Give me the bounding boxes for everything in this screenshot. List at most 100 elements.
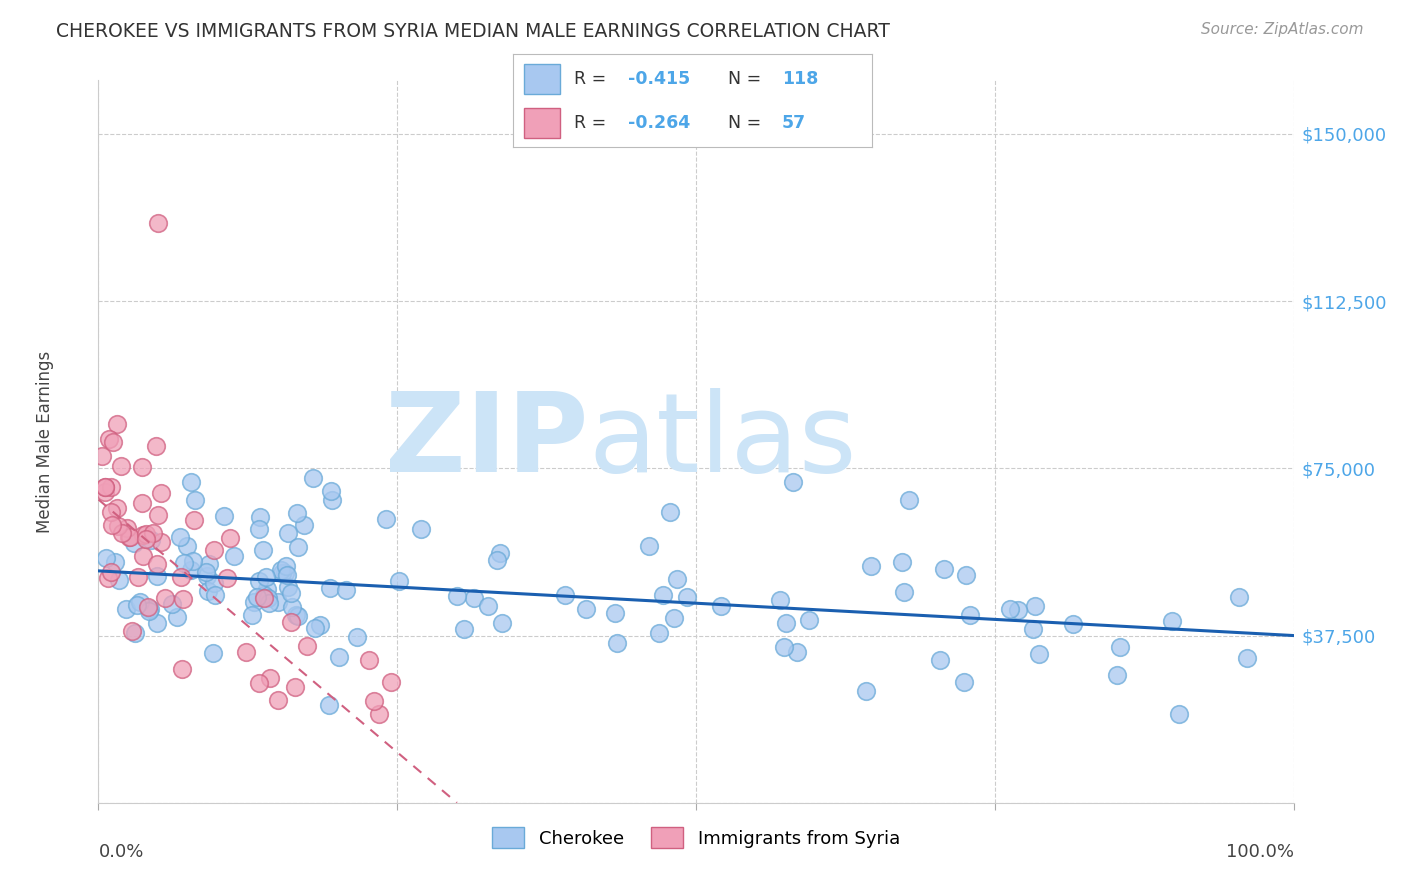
Text: N =: N = <box>728 114 762 132</box>
Point <box>374 512 396 526</box>
Point <box>104 555 127 569</box>
Point <box>1236 651 1258 665</box>
Point <box>222 549 245 563</box>
Point <box>218 531 240 545</box>
Point <box>304 621 326 635</box>
Point <box>284 680 307 694</box>
Point <box>773 640 796 655</box>
Point <box>135 526 157 541</box>
Point <box>146 616 169 631</box>
Point <box>797 613 820 627</box>
Point <box>782 475 804 489</box>
Point <box>105 417 128 431</box>
Point <box>934 562 956 576</box>
Point <box>197 583 219 598</box>
Point <box>309 618 332 632</box>
Point <box>240 608 263 623</box>
Point <box>131 528 153 542</box>
Point <box>135 532 157 546</box>
Point <box>146 508 169 523</box>
Point <box>491 616 513 631</box>
Point <box>118 531 141 545</box>
Point <box>108 573 131 587</box>
Point <box>666 572 689 586</box>
Point <box>94 550 117 565</box>
Point <box>898 492 921 507</box>
Point <box>243 595 266 609</box>
Point <box>270 563 292 577</box>
Point <box>111 525 134 540</box>
Point <box>172 591 194 606</box>
Point <box>160 597 183 611</box>
Text: R =: R = <box>574 70 606 87</box>
Point <box>860 559 883 574</box>
Point <box>124 625 146 640</box>
Point <box>1022 623 1045 637</box>
Point <box>285 506 308 520</box>
Point <box>359 653 381 667</box>
Point <box>606 635 628 649</box>
Point <box>287 540 309 554</box>
Text: N =: N = <box>728 70 762 87</box>
Point <box>1109 640 1132 655</box>
Point <box>100 565 122 579</box>
Point <box>648 625 671 640</box>
Point <box>775 615 797 630</box>
Point <box>180 475 202 489</box>
Point <box>952 675 974 690</box>
Point <box>107 518 129 533</box>
Point <box>100 480 122 494</box>
Point <box>287 609 309 624</box>
Point <box>1062 616 1084 631</box>
Point <box>93 480 115 494</box>
Point <box>235 645 257 659</box>
Point <box>252 542 274 557</box>
Point <box>276 568 298 582</box>
Point <box>786 645 808 659</box>
Legend: Cherokee, Immigrants from Syria: Cherokee, Immigrants from Syria <box>485 820 907 855</box>
Point <box>249 675 271 690</box>
Point <box>195 565 218 579</box>
Point <box>409 523 432 537</box>
Point <box>257 597 280 611</box>
Text: atlas: atlas <box>589 388 856 495</box>
Point <box>363 694 385 708</box>
Point <box>1105 668 1128 682</box>
Point <box>321 492 343 507</box>
Point <box>122 536 145 550</box>
Point <box>267 693 290 707</box>
Point <box>256 582 278 596</box>
Point <box>149 534 172 549</box>
Point <box>252 588 274 602</box>
Point <box>91 449 114 463</box>
Point <box>181 554 204 568</box>
Point <box>280 586 302 600</box>
Text: Source: ZipAtlas.com: Source: ZipAtlas.com <box>1201 22 1364 37</box>
Point <box>247 522 270 536</box>
Point <box>388 574 411 588</box>
Point <box>253 591 276 605</box>
Text: CHEROKEE VS IMMIGRANTS FROM SYRIA MEDIAN MALE EARNINGS CORRELATION CHART: CHEROKEE VS IMMIGRANTS FROM SYRIA MEDIAN… <box>56 22 890 41</box>
Point <box>148 216 170 230</box>
Point <box>603 606 626 620</box>
Point <box>277 580 299 594</box>
Point <box>259 671 281 685</box>
Point <box>94 485 117 500</box>
Point <box>97 571 120 585</box>
Point <box>295 640 318 654</box>
Point <box>138 603 160 617</box>
Point <box>202 542 225 557</box>
Point <box>256 591 278 605</box>
Point <box>1167 706 1189 721</box>
Point <box>132 549 155 563</box>
Text: R =: R = <box>574 114 606 132</box>
Point <box>955 567 977 582</box>
Point <box>129 595 152 609</box>
Point <box>202 575 225 590</box>
Point <box>105 501 128 516</box>
Point <box>710 599 733 614</box>
Point <box>318 698 340 712</box>
Point <box>145 439 167 453</box>
Point <box>929 653 952 667</box>
Text: 0.0%: 0.0% <box>98 843 143 861</box>
